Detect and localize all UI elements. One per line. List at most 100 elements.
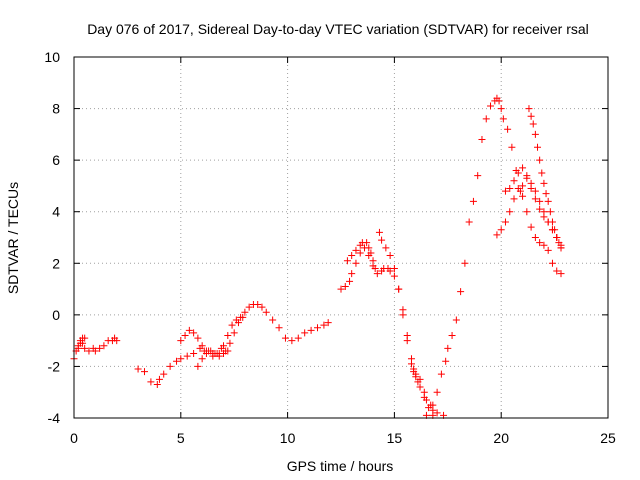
data-point xyxy=(519,164,527,172)
data-point xyxy=(501,187,509,195)
data-point xyxy=(239,313,247,321)
data-point xyxy=(390,272,398,280)
data-point xyxy=(190,329,198,337)
data-point xyxy=(100,342,108,350)
grid-lines xyxy=(74,57,608,418)
data-series-9 xyxy=(422,94,565,419)
data-point xyxy=(386,252,394,260)
data-point xyxy=(382,244,390,252)
data-point xyxy=(534,143,542,151)
data-point xyxy=(452,316,460,324)
data-point xyxy=(525,105,533,113)
data-point xyxy=(378,236,386,244)
data-point xyxy=(371,264,379,272)
data-series-12 xyxy=(525,105,565,252)
y-tick-label: 6 xyxy=(52,152,60,168)
data-point xyxy=(281,334,289,342)
data-point xyxy=(337,285,345,293)
data-point xyxy=(220,342,228,350)
x-tick-label: 0 xyxy=(70,430,78,446)
data-point xyxy=(540,213,548,221)
data-point xyxy=(519,182,527,190)
y-tick-label: 8 xyxy=(52,101,60,117)
data-point xyxy=(153,380,161,388)
data-point xyxy=(493,231,501,239)
data-point xyxy=(433,409,441,417)
y-tick-label: 2 xyxy=(52,255,60,271)
data-point xyxy=(433,388,441,396)
data-point xyxy=(544,197,552,205)
axis-ticks: 0 5 10 15 20 25 -4 -2 0 2 4 6 8 10 xyxy=(44,49,616,446)
data-point xyxy=(226,339,234,347)
data-point xyxy=(160,370,168,378)
data-point xyxy=(181,331,189,339)
data-point xyxy=(224,331,232,339)
data-point xyxy=(113,337,121,345)
data-point xyxy=(536,197,544,205)
data-point xyxy=(414,378,422,386)
data-point xyxy=(183,352,191,360)
data-point xyxy=(155,375,163,383)
data-point xyxy=(514,185,522,193)
data-point xyxy=(527,223,535,231)
x-tick-label: 10 xyxy=(280,430,296,446)
data-point xyxy=(504,125,512,133)
data-point xyxy=(207,347,215,355)
data-point xyxy=(474,172,482,180)
data-point xyxy=(536,205,544,213)
data-point xyxy=(542,190,550,198)
data-point xyxy=(478,136,486,144)
data-point xyxy=(194,334,202,342)
data-point xyxy=(497,105,505,113)
data-point xyxy=(390,264,398,272)
data-point xyxy=(538,169,546,177)
data-point xyxy=(81,334,89,342)
data-point xyxy=(375,228,383,236)
data-series-8 xyxy=(375,228,437,419)
data-point xyxy=(352,259,360,267)
data-point xyxy=(510,195,518,203)
data-point xyxy=(553,267,561,275)
data-point xyxy=(211,350,219,358)
data-point xyxy=(540,241,548,249)
data-point xyxy=(91,347,99,355)
data-point xyxy=(442,357,450,365)
data-point xyxy=(134,365,142,373)
data-point xyxy=(457,288,465,296)
data-point xyxy=(245,303,253,311)
data-point xyxy=(407,360,415,368)
data-point xyxy=(536,239,544,247)
data-point xyxy=(523,208,531,216)
data-point xyxy=(367,249,375,257)
data-point xyxy=(76,339,84,347)
y-tick-label: 10 xyxy=(44,49,60,65)
y-axis-label: SDTVAR / TECUs xyxy=(5,182,21,294)
data-point xyxy=(555,239,563,247)
data-point xyxy=(444,344,452,352)
data-point xyxy=(531,234,539,241)
data-point xyxy=(461,259,469,267)
data-point xyxy=(166,362,174,370)
data-point xyxy=(386,267,394,275)
data-point xyxy=(258,303,266,311)
data-point xyxy=(529,120,537,128)
data-point xyxy=(548,218,556,226)
data-point xyxy=(482,115,490,123)
data-point xyxy=(74,344,82,352)
data-point xyxy=(346,277,354,285)
y-tick-label: -4 xyxy=(48,410,61,426)
data-point xyxy=(487,102,495,110)
data-series-7 xyxy=(343,239,379,272)
data-point xyxy=(147,378,155,386)
data-point xyxy=(324,319,332,327)
x-tick-label: 25 xyxy=(600,430,616,446)
data-point xyxy=(548,259,556,267)
data-point xyxy=(228,321,236,329)
data-point xyxy=(177,355,185,363)
data-point xyxy=(307,326,315,334)
y-tick-label: 4 xyxy=(52,204,60,220)
data-point xyxy=(531,187,539,195)
data-point xyxy=(198,355,206,363)
data-point xyxy=(514,169,522,177)
data-point xyxy=(540,179,548,187)
